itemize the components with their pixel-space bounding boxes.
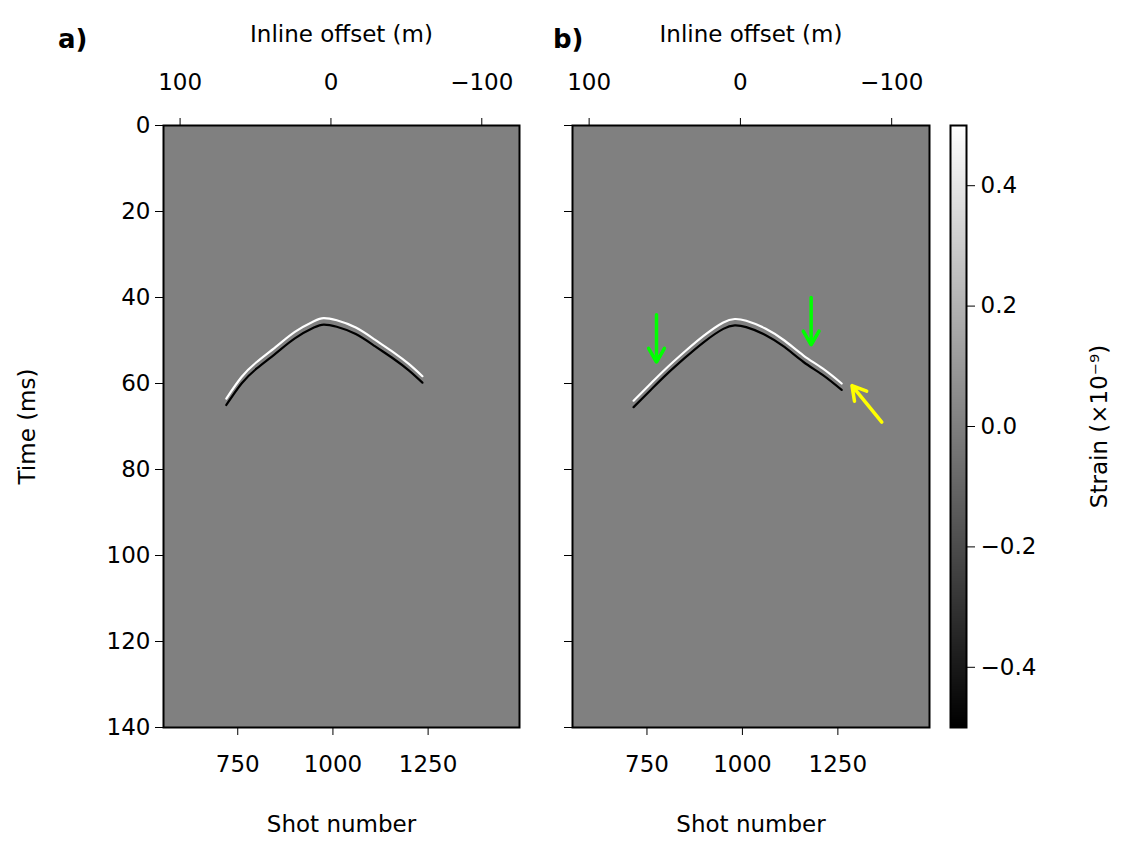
svg-text:140: 140 [107,714,151,740]
svg-text:Shot number: Shot number [676,811,826,837]
svg-text:−100: −100 [860,69,923,95]
svg-text:80: 80 [121,456,150,482]
svg-text:Shot number: Shot number [267,811,417,837]
svg-text:1000: 1000 [713,751,772,777]
svg-text:Inline offset (m): Inline offset (m) [660,21,843,47]
svg-text:100: 100 [567,69,611,95]
svg-text:1250: 1250 [399,751,458,777]
svg-text:120: 120 [107,628,151,654]
svg-text:Time (ms): Time (ms) [14,369,40,486]
svg-text:−0.2: −0.2 [981,533,1037,559]
svg-text:0: 0 [733,69,748,95]
html-text:b): b) [553,24,584,54]
svg-text:750: 750 [216,751,260,777]
svg-text:0: 0 [136,112,151,138]
svg-text:1000: 1000 [304,751,363,777]
svg-text:60: 60 [121,370,150,396]
svg-text:100: 100 [107,542,151,568]
svg-text:Strain (×10⁻⁹): Strain (×10⁻⁹) [1086,345,1112,508]
svg-text:750: 750 [625,751,669,777]
svg-text:Inline offset (m): Inline offset (m) [250,21,433,47]
svg-text:40: 40 [121,284,150,310]
svg-text:100: 100 [158,69,202,95]
svg-text:−0.4: −0.4 [981,654,1037,680]
svg-text:−100: −100 [450,69,513,95]
svg-text:0.4: 0.4 [981,172,1018,198]
svg-text:0.2: 0.2 [981,292,1018,318]
svg-text:1250: 1250 [809,751,868,777]
svg-text:0.0: 0.0 [981,413,1018,439]
html-text:a): a) [58,24,88,54]
svg-text:0: 0 [324,69,339,95]
svg-text:20: 20 [121,198,150,224]
